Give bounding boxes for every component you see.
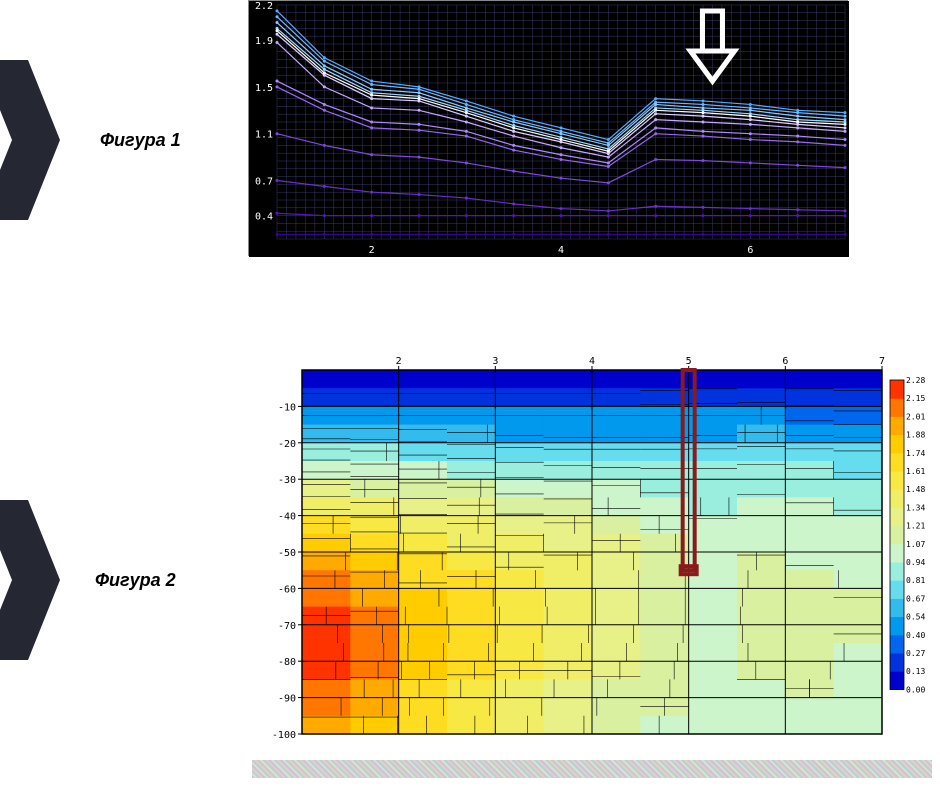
svg-text:7: 7	[879, 356, 885, 367]
svg-text:0.00: 0.00	[906, 685, 925, 694]
svg-text:1.07: 1.07	[906, 540, 925, 549]
svg-text:3: 3	[492, 356, 498, 367]
svg-text:-70: -70	[278, 621, 296, 632]
svg-text:0.27: 0.27	[906, 649, 925, 658]
svg-text:-100: -100	[272, 730, 296, 741]
svg-text:1.88: 1.88	[906, 431, 925, 440]
svg-text:0.67: 0.67	[906, 594, 925, 603]
svg-text:2.15: 2.15	[906, 394, 925, 403]
svg-text:0.13: 0.13	[906, 667, 925, 676]
figure2-label: Фигура 2	[95, 570, 176, 591]
svg-text:2.01: 2.01	[906, 412, 925, 421]
svg-text:-60: -60	[278, 584, 296, 595]
svg-text:0.40: 0.40	[906, 631, 925, 640]
svg-text:1.48: 1.48	[906, 485, 925, 494]
svg-text:6: 6	[747, 245, 753, 256]
svg-text:5: 5	[686, 356, 692, 367]
svg-text:1.34: 1.34	[906, 503, 925, 512]
svg-text:-50: -50	[278, 548, 296, 559]
chevron-fig2	[0, 500, 60, 660]
svg-text:2.28: 2.28	[906, 376, 925, 385]
figure2-svg: 2 3 4 5 6 7 -10 -20 -30 -40 -50 -60 -70 -80 -90 -100 0.0…	[252, 352, 932, 742]
figure2-chart: 2 3 4 5 6 7 -10 -20 -30 -40 -50 -60 -70 -80 -90 -100 0.0…	[252, 352, 932, 742]
decor-strip	[252, 760, 932, 778]
svg-text:1.74: 1.74	[906, 449, 925, 458]
svg-text:1.61: 1.61	[906, 467, 925, 476]
chevron-fig1	[0, 60, 60, 220]
figure1-svg: 0.4 0.7 1.1 1.5 1.9 2.2 2 4 6	[249, 1, 849, 257]
svg-text:-80: -80	[278, 657, 296, 668]
svg-text:1.9: 1.9	[255, 36, 273, 47]
svg-text:1.1: 1.1	[255, 130, 273, 141]
figure1-chart: 0.4 0.7 1.1 1.5 1.9 2.2 2 4 6	[248, 0, 848, 256]
svg-text:1.21: 1.21	[906, 522, 925, 531]
svg-text:-30: -30	[278, 475, 296, 486]
svg-text:1.5: 1.5	[255, 83, 273, 94]
svg-text:2.2: 2.2	[255, 1, 273, 12]
svg-text:-10: -10	[278, 402, 296, 413]
svg-text:-90: -90	[278, 694, 296, 705]
svg-text:-40: -40	[278, 512, 296, 523]
svg-text:2: 2	[369, 245, 375, 256]
svg-text:6: 6	[782, 356, 788, 367]
svg-text:0.81: 0.81	[906, 576, 925, 585]
svg-text:4: 4	[558, 245, 564, 256]
svg-text:-20: -20	[278, 439, 296, 450]
svg-text:0.4: 0.4	[255, 212, 273, 223]
svg-text:4: 4	[589, 356, 595, 367]
svg-text:0.7: 0.7	[255, 177, 273, 188]
svg-text:2: 2	[396, 356, 402, 367]
svg-text:0.94: 0.94	[906, 558, 925, 567]
figure1-label: Фигура 1	[100, 130, 181, 151]
svg-text:0.54: 0.54	[906, 613, 925, 622]
